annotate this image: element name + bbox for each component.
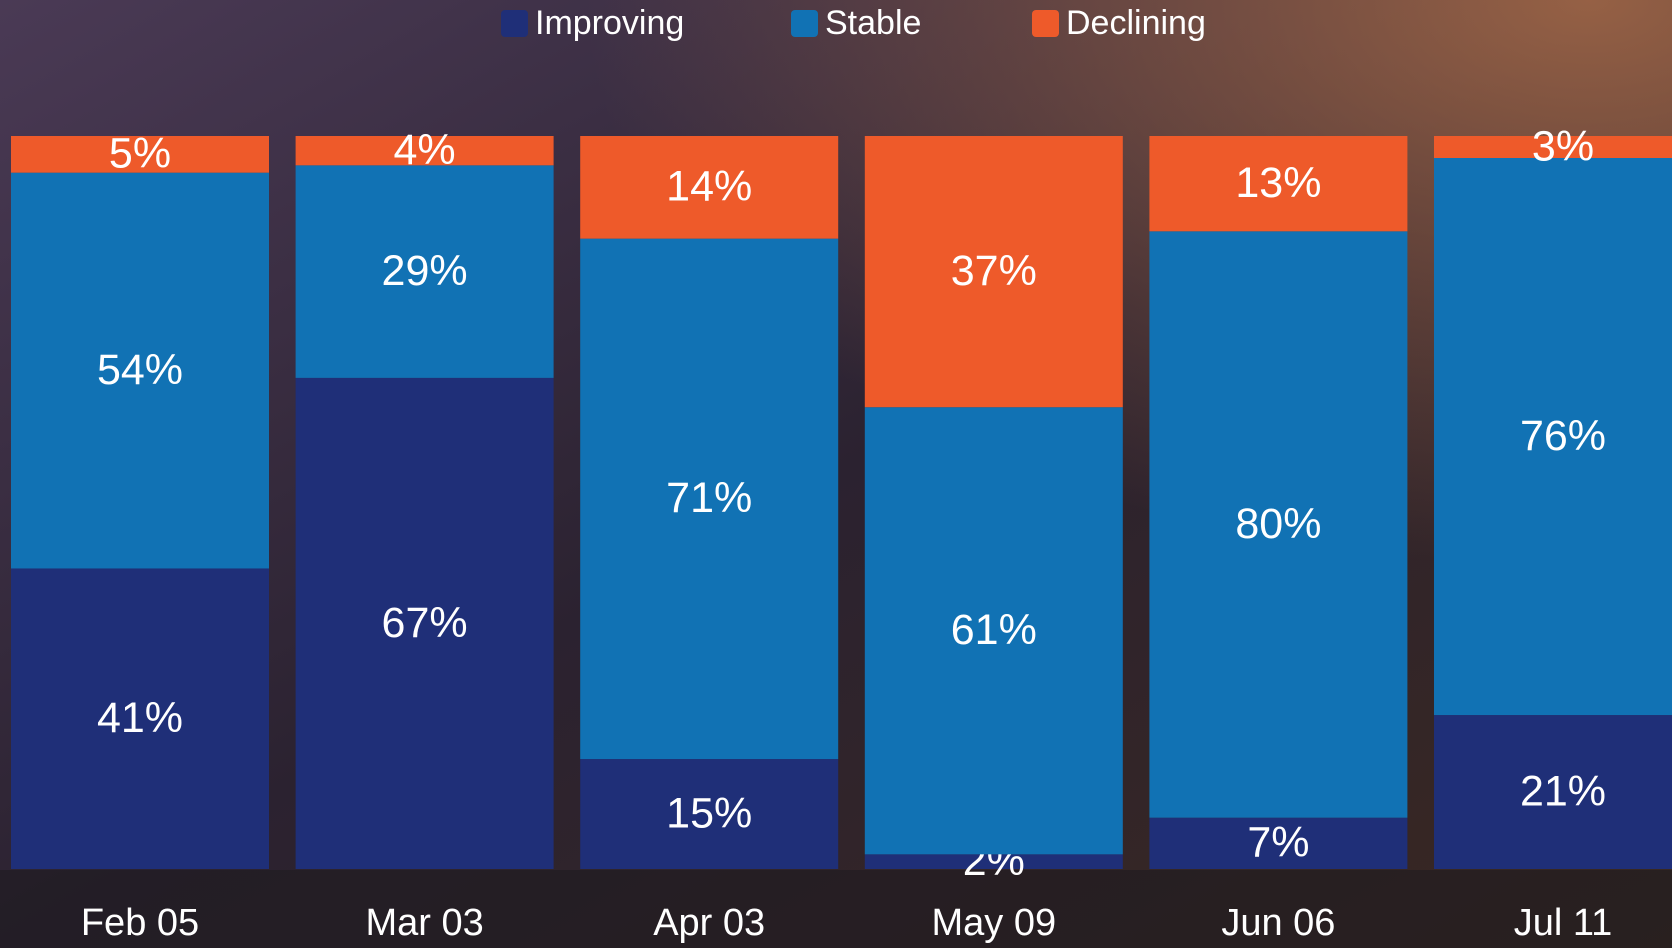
bar-segment	[864, 136, 1123, 408]
x-tick-label: Mar 03	[365, 902, 483, 944]
bar-segment	[1434, 157, 1672, 716]
bar-segment	[1434, 715, 1672, 869]
legend-label: Declining	[1066, 4, 1206, 42]
x-tick-label: Jun 06	[1221, 902, 1335, 944]
value-label: 71%	[666, 474, 752, 522]
value-label: 76%	[1520, 412, 1606, 460]
bar-segment	[11, 136, 269, 173]
bar-segment	[1149, 136, 1408, 232]
bar-segment	[864, 407, 1123, 855]
value-label: 37%	[951, 247, 1037, 295]
bar-segment	[11, 172, 269, 569]
value-label: 54%	[97, 346, 183, 394]
bar-segment	[1434, 136, 1672, 158]
value-label: 13%	[1235, 159, 1321, 207]
legend-label: Stable	[825, 4, 921, 42]
bar-segment	[580, 238, 839, 760]
value-label: 80%	[1235, 500, 1321, 548]
value-label: 7%	[1247, 819, 1309, 867]
value-label: 41%	[97, 694, 183, 742]
legend-swatch	[1032, 10, 1059, 37]
x-tick-label: Feb 05	[81, 902, 199, 944]
value-label: 4%	[394, 126, 456, 174]
value-label: 14%	[666, 163, 752, 211]
value-label: 67%	[382, 599, 468, 647]
bar-segment	[295, 165, 554, 378]
bar-segment	[864, 854, 1123, 869]
bar-segment	[11, 568, 269, 869]
value-label: 3%	[1532, 122, 1594, 170]
bar-segment	[295, 136, 554, 166]
value-label: 15%	[666, 789, 752, 837]
bar-segment	[580, 136, 839, 239]
bar-segment	[1149, 817, 1408, 869]
x-tick-label: May 09	[931, 902, 1056, 944]
value-label: 21%	[1520, 767, 1606, 815]
x-tick-label: Jul 11	[1514, 902, 1613, 944]
value-label: 61%	[951, 606, 1037, 654]
value-label: 5%	[109, 130, 171, 178]
bar-segment	[295, 377, 554, 869]
value-label: 29%	[382, 247, 468, 295]
bar-segment	[1149, 231, 1408, 818]
legend-swatch	[501, 10, 528, 37]
x-tick-label: Apr 03	[653, 902, 765, 944]
legend-swatch	[791, 10, 818, 37]
legend-label: Improving	[535, 4, 684, 42]
bar-segment	[580, 759, 839, 869]
footer-band	[0, 870, 1672, 948]
